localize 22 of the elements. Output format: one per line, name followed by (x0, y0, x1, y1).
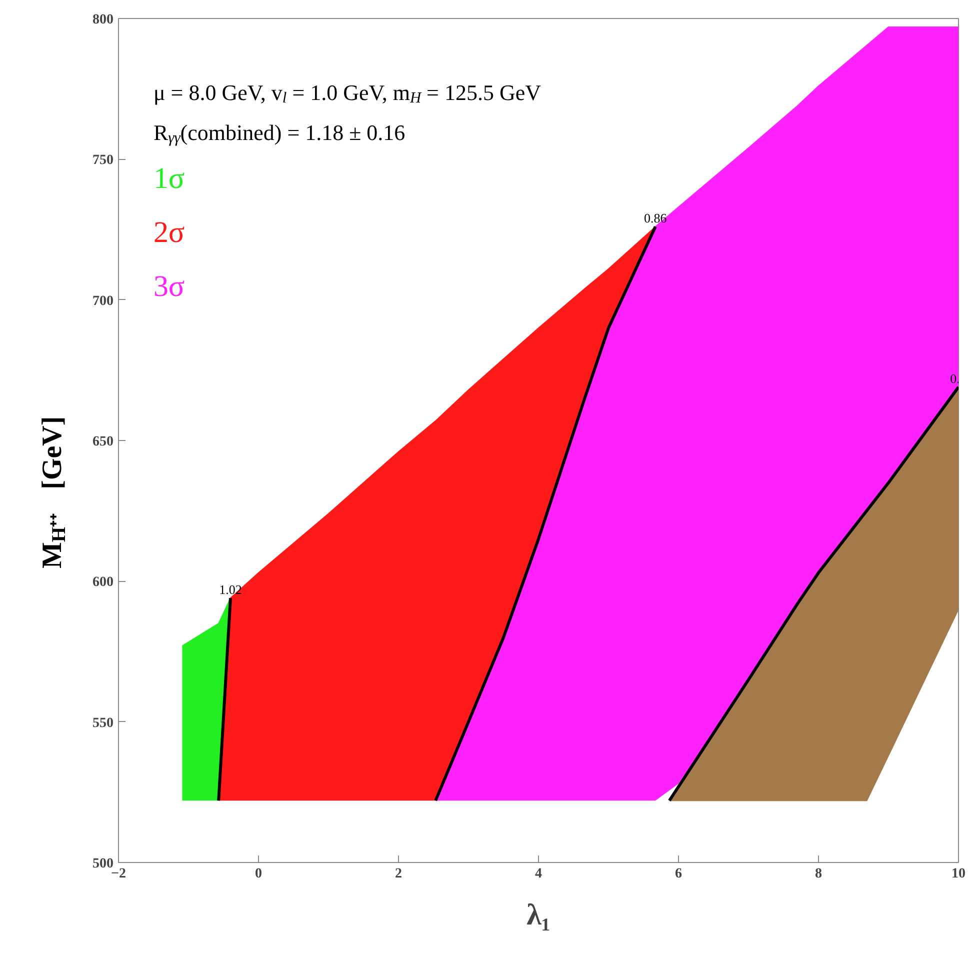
y-tick-label: 700 (92, 294, 114, 309)
x-axis-title: λ₁ (526, 898, 550, 932)
line-series (434, 225, 657, 802)
y-tick-label: 650 (92, 434, 114, 450)
y-tick-label: 500 (92, 856, 114, 872)
x-tick-label: 4 (535, 866, 542, 882)
y-tick-label: 750 (92, 153, 114, 168)
annotation: 1.02 (219, 582, 242, 598)
x-tick-label: 8 (815, 866, 822, 882)
x-tick-label: −2 (111, 866, 126, 882)
y-tick-label: 600 (92, 575, 114, 590)
x-tick-label: 6 (675, 866, 682, 882)
text: 3σ (154, 270, 185, 303)
x-tick-label: 10 (952, 866, 966, 882)
y-tick-label: 550 (92, 716, 114, 731)
x-tick-label: 2 (395, 866, 402, 882)
text: 1σ (154, 162, 185, 195)
text: 2σ (154, 216, 185, 249)
y-axis-title: MH⁺⁺ [GeV] (37, 416, 70, 568)
y-tick-label: 800 (92, 12, 114, 28)
annotation: 0.86 (644, 210, 668, 226)
x-tick-label: 0 (255, 866, 262, 882)
